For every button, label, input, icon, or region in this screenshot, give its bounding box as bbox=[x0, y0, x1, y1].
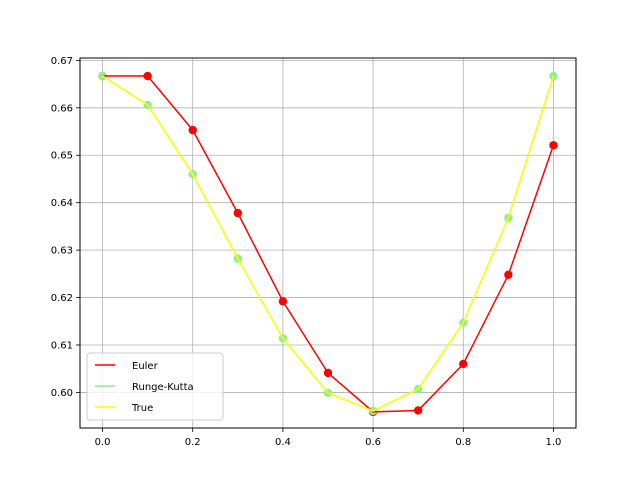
y-tick-label: 0.65 bbox=[51, 151, 73, 162]
legend-label-true: True bbox=[131, 403, 153, 414]
true-line bbox=[102, 75, 555, 412]
axis-ticks: 0.0 0.2 0.4 0.6 0.8 1.0 0.60 0.61 0.62 0.63 0.64 0.… bbox=[51, 56, 562, 448]
y-tick-label: 0.61 bbox=[51, 340, 73, 351]
legend-label-euler: Euler bbox=[132, 361, 159, 372]
series-group bbox=[98, 71, 558, 417]
y-tick-label: 0.64 bbox=[51, 198, 73, 209]
y-tick-label: 0.66 bbox=[51, 103, 73, 114]
y-tick-label: 0.67 bbox=[51, 56, 73, 67]
x-tick-label: 0.6 bbox=[365, 437, 381, 448]
legend-box bbox=[86, 352, 224, 421]
x-tick-label: 0.0 bbox=[95, 437, 111, 448]
x-tick-label: 0.2 bbox=[185, 437, 201, 448]
x-tick-label: 0.4 bbox=[275, 437, 291, 448]
legend: Euler Runge-Kutta True bbox=[86, 352, 224, 421]
euler-line bbox=[102, 75, 555, 413]
plot-frame bbox=[79, 57, 577, 429]
y-tick-label: 0.63 bbox=[51, 246, 73, 257]
x-tick-label: 1.0 bbox=[546, 437, 562, 448]
y-tick-label: 0.60 bbox=[51, 388, 73, 399]
y-tick-label: 0.62 bbox=[51, 293, 73, 304]
grid bbox=[80, 58, 576, 428]
x-tick-label: 0.8 bbox=[455, 437, 471, 448]
legend-label-runge-kutta: Runge-Kutta bbox=[132, 382, 194, 393]
